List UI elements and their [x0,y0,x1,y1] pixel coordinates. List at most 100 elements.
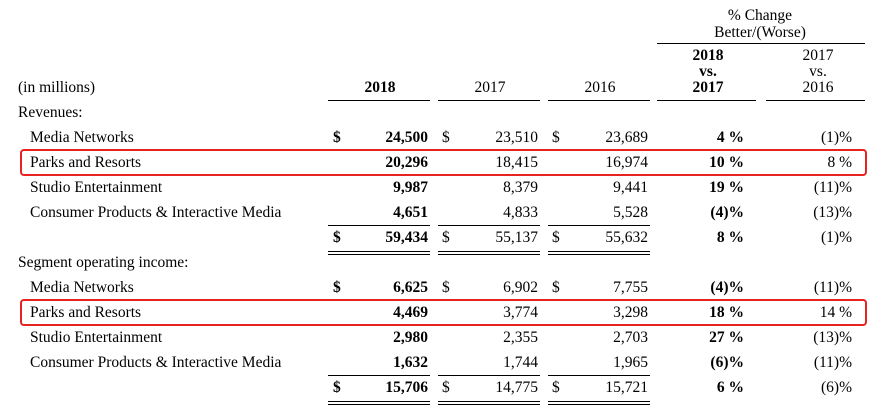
operating_income-row-value-2016: 1,965 [613,354,648,371]
revenues-total-currency-2016: $ [552,229,560,246]
operating_income-row-change-2017-vs-2016: (11)% [813,279,852,296]
revenues-row-change-2018-vs-2017: 19 % [709,179,744,196]
revenues-total-double-rule [548,251,650,255]
revenues-row-label: Studio Entertainment [30,179,163,196]
revenues-total-double-rule [328,251,430,255]
revenues-total-value-2016: 55,632 [605,229,648,246]
operating_income-row-change-2017-vs-2016: (13)% [813,329,852,346]
operating_income-row-label: Consumer Products & Interactive Media [30,354,282,371]
revenues-row-currency-2016: $ [552,129,560,146]
operating_income-total-double-rule [548,401,650,405]
operating_income-total-change-2017-vs-2016: (6)% [821,379,852,396]
operating_income-row-label: Parks and Resorts [30,304,142,321]
operating_income-row-change-2018-vs-2017: 27 % [709,329,744,346]
operating_income-row-currency-2017: $ [442,279,450,296]
revenues-row-change-2018-vs-2017: 4 % [716,129,744,146]
revenues-total-currency-2017: $ [442,229,450,246]
pct-change-title: % Change [727,7,793,24]
revenues-row-currency-2017: $ [442,129,450,146]
operating_income-total-double-rule [438,401,540,405]
header-rule [657,43,865,44]
revenues-subtotal-rule [438,225,540,226]
year-2018-header: 2018 [364,79,396,96]
operating_income-row-currency-2018: $ [333,279,341,296]
operating_income-row-currency-2016: $ [552,279,560,296]
operating_income-row-label: Media Networks [30,279,134,296]
revenues-row-value-2016: 23,689 [605,129,648,146]
revenues-row-value-2017: 23,510 [495,129,538,146]
revenues-row-change-2017-vs-2016: (13)% [813,204,852,221]
revenues-row-value-2018: 20,296 [385,154,428,171]
operating_income-total-double-rule [328,401,430,405]
operating_income-subtotal-rule [328,375,430,376]
revenues-row-change-2018-vs-2017: (4)% [710,204,744,221]
highlight-box-opincome-parks [20,299,867,326]
operating_income-row-value-2017: 1,744 [503,354,538,371]
operating_income-row-value-2018: 2,980 [393,329,428,346]
operating_income-total-value-2018: 15,706 [385,379,428,396]
revenues-row-value-2018: 9,987 [393,179,428,196]
operating_income-row-change-2017-vs-2016: (11)% [813,354,852,371]
in-millions-label: (in millions) [18,79,96,96]
operating_income-row-value-2017: 6,902 [503,279,538,296]
operating_income-row-value-2018: 6,625 [393,279,428,296]
revenues-row-change-2017-vs-2016: (11)% [813,179,852,196]
operating_income-total-currency-2018: $ [333,379,341,396]
revenues-row-label: Parks and Resorts [30,154,142,171]
header-underline-2016 [548,100,650,101]
revenues-row-value-2017: 4,833 [503,204,538,221]
revenues-total-value-2018: 59,434 [385,229,428,246]
operating_income-row-value-2017: 3,774 [503,304,538,321]
revenues-total-double-rule [438,251,540,255]
revenues-total-change-2018-vs-2017: 8 % [716,229,744,246]
revenues-row-value-2017: 8,379 [503,179,538,196]
revenues-total-currency-2018: $ [333,229,341,246]
operating_income-total-currency-2017: $ [442,379,450,396]
revenues-row-value-2016: 5,528 [613,204,648,221]
operating_income-row-value-2018: 4,469 [393,304,428,321]
operating_income-total-value-2017: 14,775 [495,379,538,396]
operating_income-row-value-2016: 7,755 [613,279,648,296]
revenues-row-change-2017-vs-2016: (1)% [821,129,852,146]
operating_income-section-title: Segment operating income: [18,254,189,271]
header-underline-2018 [328,100,430,101]
revenues-row-value-2016: 16,974 [605,154,648,171]
operating_income-row-change-2018-vs-2017: 18 % [709,304,744,321]
revenues-row-change-2017-vs-2016: 8 % [827,154,852,171]
year-2016-header: 2016 [584,79,616,96]
revenues-row-label: Consumer Products & Interactive Media [30,204,282,221]
revenues-row-value-2017: 18,415 [495,154,538,171]
revenues-total-change-2017-vs-2016: (1)% [821,229,852,246]
col-2018-vs-2017-line3: 2017 [692,79,724,96]
operating_income-subtotal-rule [548,375,650,376]
col-2018-vs-2017-line2: vs. [699,63,717,80]
operating_income-row-change-2017-vs-2016: 14 % [819,304,852,321]
operating_income-total-currency-2016: $ [552,379,560,396]
col-2017-vs-2016-line3: 2016 [802,79,834,96]
col-2018-vs-2017-line1: 2018 [692,47,724,64]
operating_income-subtotal-rule [438,375,540,376]
revenues-row-currency-2018: $ [333,129,341,146]
revenues-total-value-2017: 55,137 [495,229,538,246]
header-underline-chg1 [657,100,756,101]
operating_income-row-value-2018: 1,632 [393,354,428,371]
operating_income-row-change-2018-vs-2017: (4)% [710,279,744,296]
operating_income-row-change-2018-vs-2017: (6)% [710,354,744,371]
revenues-row-value-2018: 4,651 [393,204,428,221]
operating_income-row-value-2017: 2,355 [503,329,538,346]
revenues-section-title: Revenues: [18,104,83,121]
col-2017-vs-2016-line1: 2017 [802,47,834,64]
operating_income-row-value-2016: 2,703 [613,329,648,346]
operating_income-total-value-2016: 15,721 [605,379,648,396]
operating_income-total-change-2018-vs-2017: 6 % [716,379,744,396]
col-2017-vs-2016-line2: vs. [809,63,827,80]
revenues-row-label: Media Networks [30,129,134,146]
header-underline-2017 [438,100,540,101]
header-underline-chg2 [766,100,865,101]
better-worse-subtitle: Better/(Worse) [714,24,806,41]
revenues-subtotal-rule [548,225,650,226]
operating_income-row-label: Studio Entertainment [30,329,163,346]
revenues-row-value-2016: 9,441 [613,179,648,196]
revenues-row-value-2018: 24,500 [385,129,428,146]
highlight-box-revenues-parks [20,149,867,176]
